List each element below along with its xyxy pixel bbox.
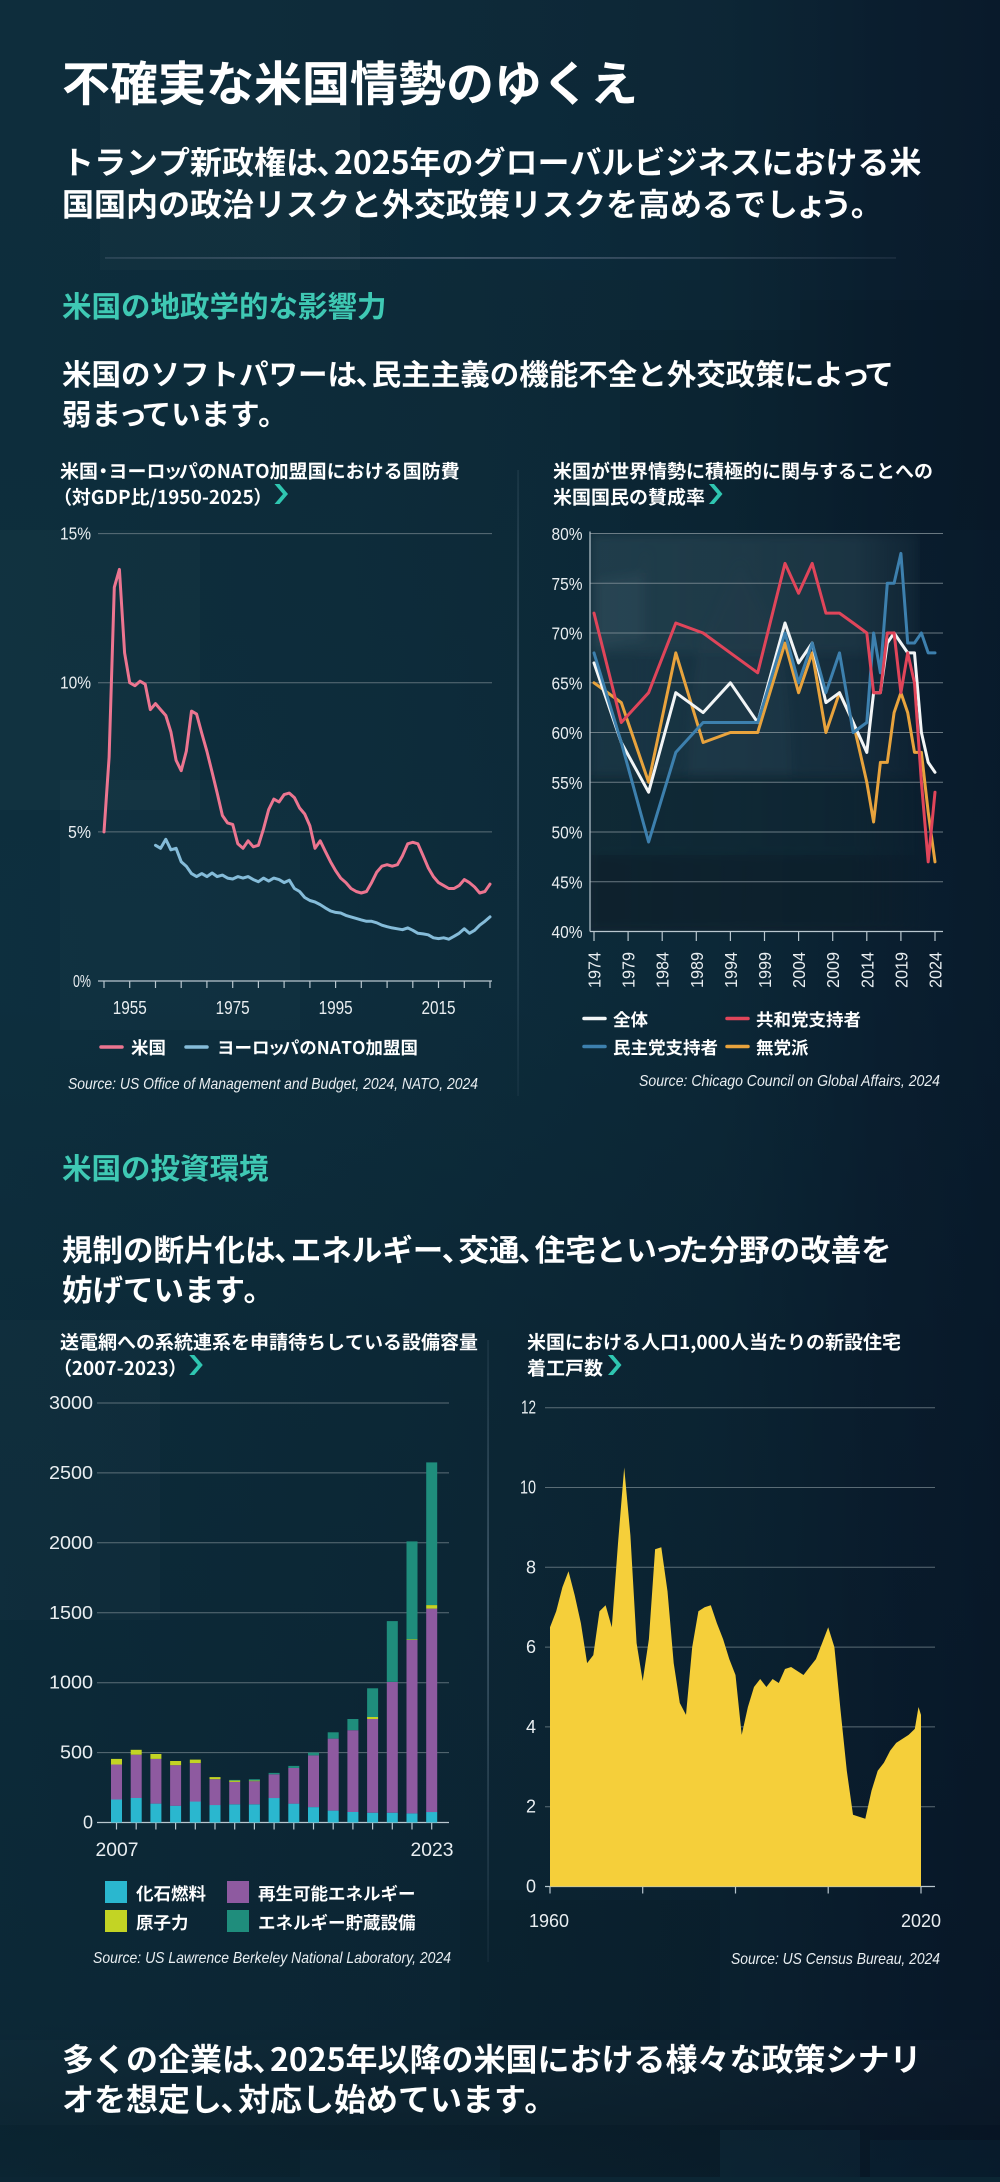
svg-text:Source: US Office of Manageme: Source: US Office of Management and Budg…: [68, 1076, 478, 1093]
svg-text:1975: 1975: [216, 998, 250, 1018]
svg-text:1960: 1960: [529, 1911, 569, 1931]
svg-text:40%: 40%: [552, 922, 583, 942]
svg-text:2: 2: [526, 1797, 536, 1817]
svg-text:1994: 1994: [721, 952, 741, 988]
svg-text:0: 0: [83, 1813, 93, 1833]
svg-text:4: 4: [526, 1717, 536, 1737]
svg-text:45%: 45%: [552, 872, 583, 892]
svg-text:2000: 2000: [49, 1533, 93, 1553]
svg-text:1999: 1999: [755, 952, 775, 988]
svg-text:2023: 2023: [411, 1840, 454, 1861]
svg-text:15%: 15%: [60, 524, 91, 544]
svg-text:50%: 50%: [552, 823, 583, 843]
svg-text:2020: 2020: [901, 1911, 941, 1931]
svg-text:1989: 1989: [687, 952, 707, 988]
svg-text:3000: 3000: [49, 1393, 93, 1413]
svg-text:65%: 65%: [552, 673, 583, 693]
svg-text:0%: 0%: [73, 971, 91, 991]
svg-text:12: 12: [521, 1398, 536, 1418]
svg-text:2019: 2019: [891, 952, 911, 988]
svg-text:2004: 2004: [789, 952, 809, 988]
svg-text:0: 0: [526, 1877, 536, 1897]
svg-text:5%: 5%: [68, 822, 91, 842]
svg-text:Source: US Lawrence Berkeley N: Source: US Lawrence Berkeley National La…: [93, 1950, 451, 1967]
svg-text:1500: 1500: [49, 1603, 93, 1623]
svg-text:80%: 80%: [552, 524, 583, 544]
svg-text:1974: 1974: [585, 952, 605, 988]
svg-text:2500: 2500: [49, 1463, 93, 1483]
svg-text:2009: 2009: [823, 952, 843, 988]
svg-text:70%: 70%: [552, 624, 583, 644]
svg-text:1995: 1995: [319, 998, 353, 1018]
svg-text:1000: 1000: [49, 1673, 93, 1693]
svg-text:60%: 60%: [552, 723, 583, 743]
svg-text:1979: 1979: [619, 952, 639, 988]
svg-text:10%: 10%: [60, 673, 91, 693]
svg-text:10: 10: [520, 1478, 536, 1498]
svg-text:75%: 75%: [552, 574, 583, 594]
svg-text:2015: 2015: [422, 998, 456, 1018]
svg-text:Source: Chicago Council on Glo: Source: Chicago Council on Global Affair…: [639, 1073, 940, 1090]
svg-text:2014: 2014: [857, 952, 877, 988]
svg-text:500: 500: [60, 1743, 93, 1763]
svg-text:8: 8: [526, 1557, 536, 1577]
svg-text:Source: US Census Bureau, 2024: Source: US Census Bureau, 2024: [731, 1951, 940, 1968]
svg-text:2024: 2024: [926, 952, 946, 988]
svg-text:55%: 55%: [552, 773, 583, 793]
svg-text:6: 6: [526, 1637, 536, 1657]
svg-text:1984: 1984: [653, 952, 673, 988]
svg-text:2007: 2007: [96, 1840, 139, 1861]
svg-text:1955: 1955: [113, 998, 147, 1018]
